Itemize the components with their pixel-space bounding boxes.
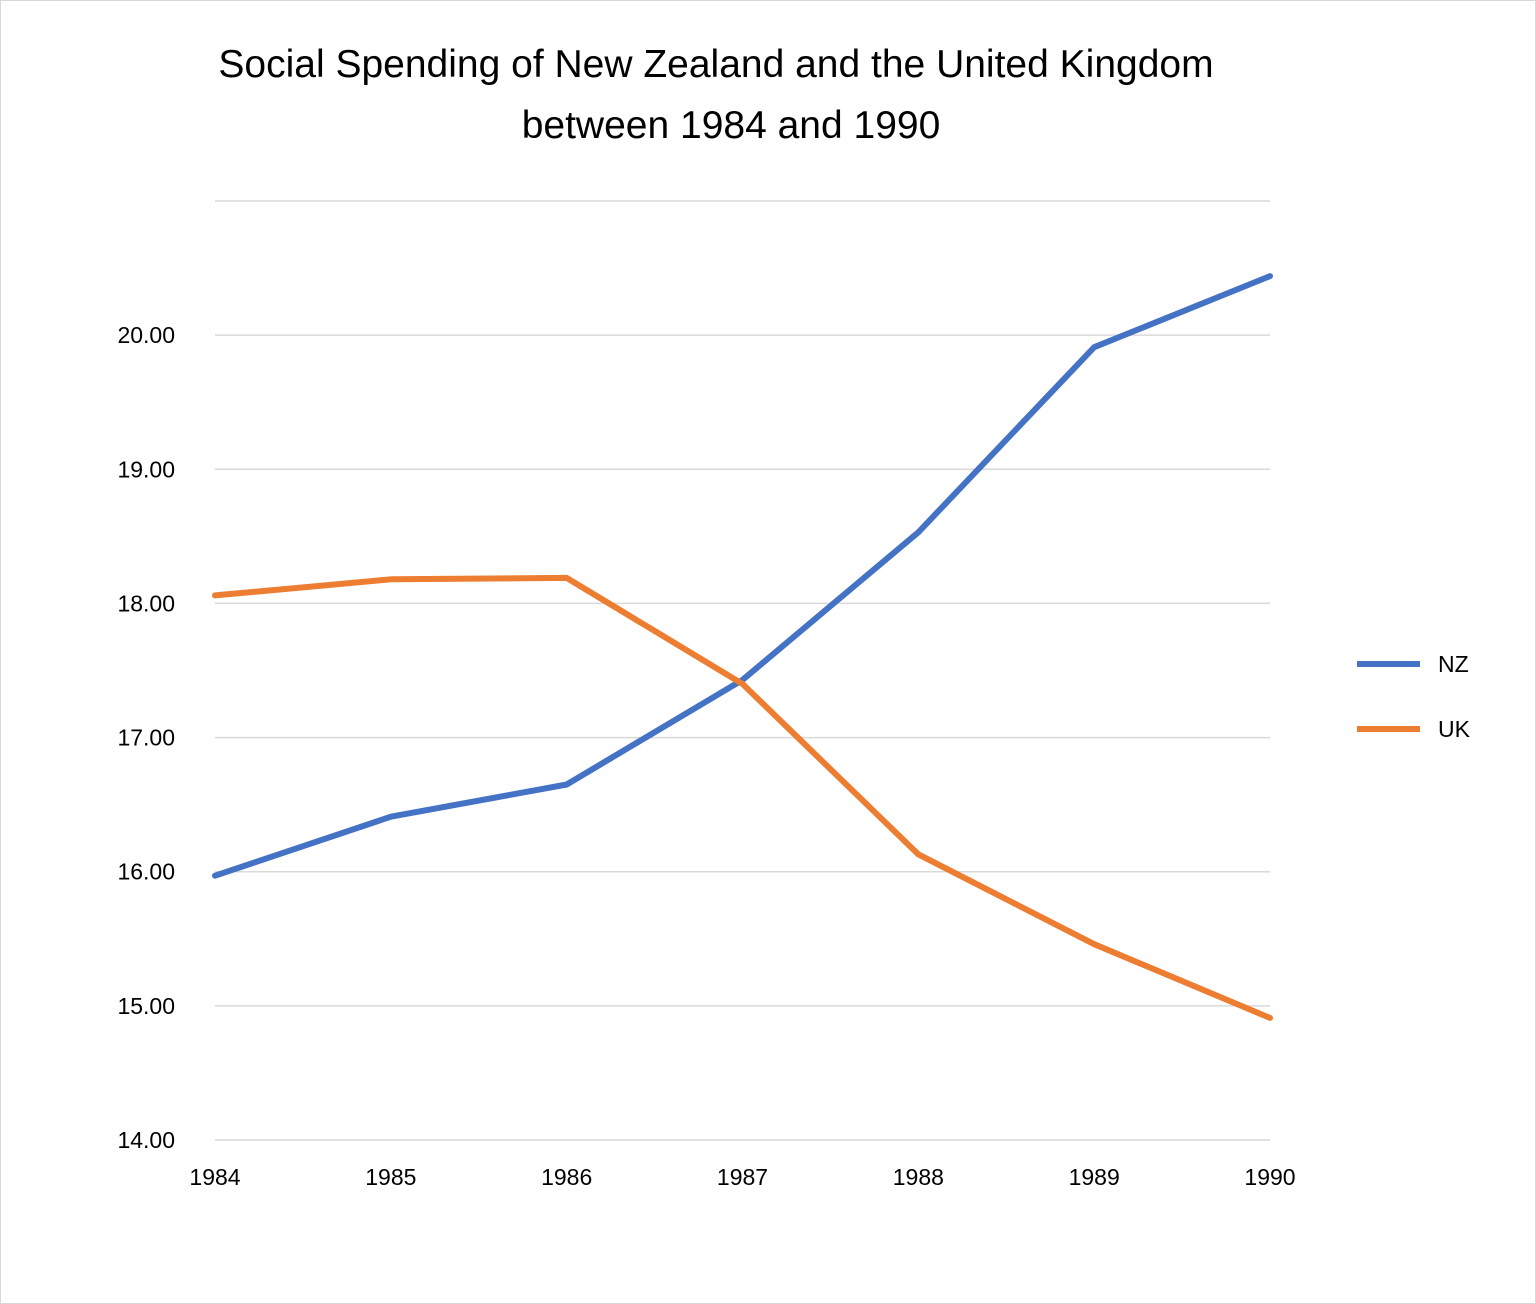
- chart-subtitle: between 1984 and 1990: [522, 104, 941, 147]
- x-tick-label: 1986: [541, 1164, 592, 1190]
- x-tick-label: 1988: [893, 1164, 944, 1190]
- y-axis-ticks: 14.00 15.00 16.00 17.00 18.00 19.00 20.00: [117, 322, 175, 1153]
- gridlines: [215, 200, 1270, 1141]
- legend-label-uk: UK: [1438, 716, 1471, 742]
- y-tick-label: 20.00: [117, 322, 175, 348]
- y-tick-label: 14.00: [117, 1127, 175, 1153]
- x-tick-label: 1987: [717, 1164, 768, 1190]
- legend: NZ UK: [1357, 651, 1471, 742]
- chart-title: Social Spending of New Zealand and the U…: [218, 43, 1213, 86]
- legend-label-nz: NZ: [1438, 651, 1469, 677]
- x-tick-label: 1990: [1244, 1164, 1295, 1190]
- series-line-nz: [212, 273, 1273, 879]
- y-tick-label: 19.00: [117, 456, 175, 482]
- y-tick-label: 16.00: [117, 859, 175, 885]
- x-tick-label: 1984: [189, 1164, 240, 1190]
- y-tick-label: 18.00: [117, 590, 175, 616]
- series-lines: [212, 273, 1273, 1021]
- series-line-uk: [212, 574, 1273, 1021]
- x-axis-ticks: 1984 1985 1986 1987 1988 1989 1990: [189, 1164, 1295, 1190]
- y-tick-label: 15.00: [117, 993, 175, 1019]
- y-tick-label: 17.00: [117, 725, 175, 751]
- x-tick-label: 1989: [1069, 1164, 1120, 1190]
- x-tick-label: 1985: [365, 1164, 416, 1190]
